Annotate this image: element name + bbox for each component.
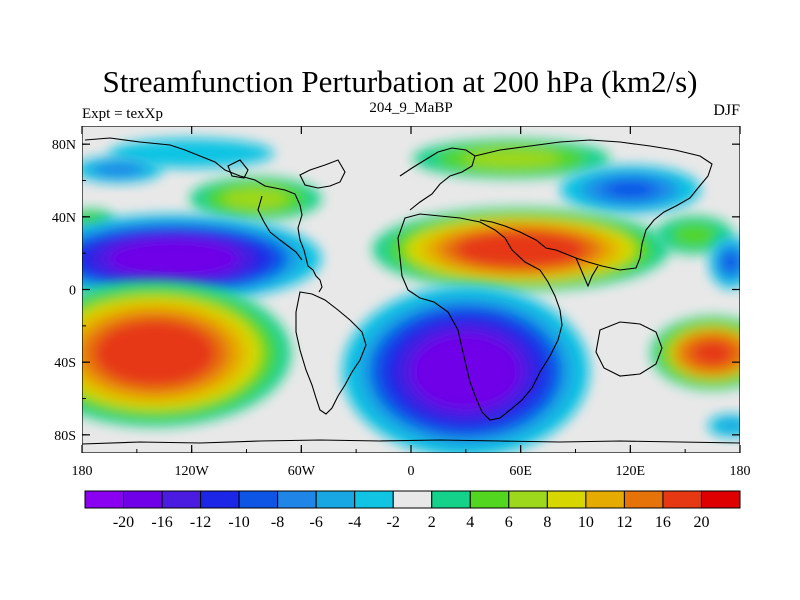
contour-pos-south-pacific [82,279,291,427]
contour-pos-eurasia-band [372,207,669,292]
axes: 180 120W 60W 0 60E 120E 180 80N 40N 0 40S 80S [52,126,751,479]
colorbar-box-4 [238,490,279,509]
colorbar-box-16 [700,490,741,509]
colorbar-label-3: -10 [228,514,249,531]
colorbar-box-0 [84,490,125,509]
coastline-antarctica [82,439,740,445]
coastline-greenland [299,159,346,189]
contour-level-neg-north-atlantic-arctic-6 [102,164,136,175]
x-tick-label-6: 180 [730,464,751,479]
coastline-india [575,257,599,288]
contour-level-pos-east-pacific-edge-6 [677,226,711,244]
colorbar-box-11 [508,490,548,509]
y-tick-label-3: 40S [54,356,76,371]
coastline-africa [397,213,563,421]
y-tick-label-1: 40N [52,211,76,226]
contour-level-pos-arctic-siberia-6 [474,151,549,167]
contour-neg-south-atlantic-africa [342,285,590,453]
right-string: DJF [713,102,740,119]
contour-level-neg-north-pacific-band-6 [123,243,223,274]
colorbar-box-9 [431,490,471,509]
contour-level-neg-east-pacific-edge-6 [722,252,740,273]
colorbar-label-6: -4 [348,514,361,531]
colorbar-label-0: -20 [113,514,134,531]
contour-pos-south-indian-edge [650,316,740,390]
contour-level-neg-east-asia-6 [604,180,657,199]
contour-level-neg-south-atlantic-africa-6 [424,342,507,400]
colorbar-label-5: -6 [310,514,323,531]
colorbar-box-5 [277,490,317,509]
coastline-europe [399,147,476,211]
colorbar-box-6 [315,490,356,509]
coastline-australia [595,321,663,377]
y-tick-label-4: 80S [54,429,76,444]
x-tick-label-0: 180 [72,464,93,479]
y-tick-label-2: 0 [69,284,76,299]
colorbar-label-12: 10 [578,514,594,531]
contour-neg-north-atlantic-arctic [82,156,163,183]
colorbar-box-7 [354,490,394,509]
colorbar-box-2 [161,490,202,509]
contour-neg-east-asia [560,165,701,214]
colorbar-label-11: 8 [543,514,551,531]
coastline-south-america [295,291,367,415]
colorbar-box-12 [546,490,587,509]
colorbar-box-8 [392,490,433,509]
colorbar-label-9: 4 [466,514,474,531]
x-tick-label-3: 0 [408,464,415,479]
y-tick-label-0: 80N [52,138,76,153]
contour-pos-east-pacific-edge [655,215,733,255]
contour-neg-southern-ocean [707,414,740,438]
chart-title: Streamfunction Perturbation at 200 hPa (… [103,64,698,99]
colorbar-label-2: -12 [190,514,211,531]
coastlines [82,137,740,445]
contour-neg-east-pacific-edge [708,236,740,289]
colorbar-box-10 [469,490,510,509]
coastline-asia [474,139,713,271]
colorbar-box-1 [123,490,163,509]
colorbar-label-14: 16 [655,514,671,531]
center-string: 204_9_MaBP [369,100,452,116]
x-tick-label-1: 120W [175,464,210,479]
colorbar-box-14 [623,490,664,509]
x-tick-label-5: 120E [616,464,646,479]
coastline-north-america [84,137,323,293]
colorbar-label-10: 6 [505,514,513,531]
colorbar-box-3 [200,490,240,509]
plot-area [82,126,740,453]
x-tick-label-4: 60E [509,464,532,479]
colorbar-label-1: -16 [151,514,172,531]
contour-level-pos-south-pacific-6 [109,328,201,378]
colorbar-box-13 [585,490,625,509]
left-string: Expt = texXp [82,106,163,122]
contour-level-pos-north-america-6 [230,190,281,207]
contour-level-pos-south-indian-edge-6 [691,340,734,366]
colorbar-label-7: -2 [387,514,400,531]
colorbar-label-4: -8 [271,514,284,531]
colorbar-label-8: 2 [428,514,436,531]
colorbar-label-15: 20 [694,514,710,531]
contour-fill-layer [82,138,740,453]
colorbar-box-15 [662,490,702,509]
colorbar-label-13: 12 [616,514,632,531]
contour-level-pos-eurasia-band-6 [471,235,571,264]
coastline-hudson [227,159,249,179]
contour-pos-north-america [189,176,322,221]
contour-level-neg-southern-ocean-6 [720,420,740,431]
coastline-us-gulf [257,195,303,261]
colorbar: -20 -16 -12 -10 -8 -6 -4 -2 2 4 6 8 10 12 16 20 [84,490,741,531]
x-tick-label-2: 60W [288,464,316,479]
contour-pos-arctic-siberia [412,139,611,179]
